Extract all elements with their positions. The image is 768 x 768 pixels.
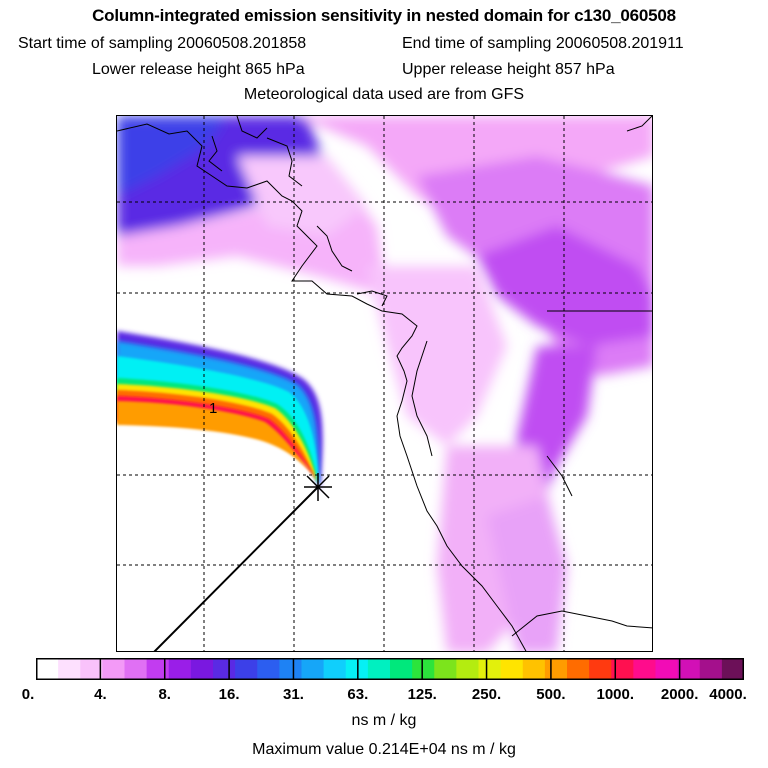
release-point-x-icon: [304, 473, 332, 501]
colorbar-swatch: [434, 658, 457, 680]
upper-release-label: Upper release height 857 hPa: [402, 61, 615, 78]
colorbar-swatch: [58, 658, 81, 680]
colorbar-swatch: [456, 658, 479, 680]
colorbar-swatch: [390, 658, 413, 680]
colorbar-swatch: [235, 658, 258, 680]
colorbar-swatch: [257, 658, 280, 680]
colorbar-swatch: [301, 658, 325, 680]
colorbar: [35, 658, 745, 680]
colorbar-swatch: [500, 658, 524, 680]
colorbar-swatch: [168, 658, 192, 680]
colorbar-swatch: [323, 658, 347, 680]
colorbar-tick-label: 8.: [158, 686, 171, 703]
colorbar-tick-label: 31.: [283, 686, 304, 703]
colorbar-swatch: [345, 658, 369, 680]
colorbar-tick-label: 250.: [471, 686, 502, 703]
colorbar-swatches: [35, 658, 745, 680]
colorbar-swatch: [633, 658, 656, 680]
background-field: [117, 116, 652, 651]
colorbar-units: ns m / kg: [351, 712, 417, 729]
colorbar-swatch: [677, 658, 701, 680]
colorbar-swatch: [80, 658, 103, 680]
colorbar-tick-label: 63.: [347, 686, 369, 703]
colorbar-tick-label: 16.: [218, 686, 240, 703]
colorbar-swatch: [655, 658, 679, 680]
colorbar-swatch: [699, 658, 723, 680]
colorbar-swatch: [367, 658, 391, 680]
lower-release-label: Lower release height 865 hPa: [92, 61, 305, 78]
plume: [117, 331, 323, 491]
plume-label: 1: [209, 400, 217, 417]
colorbar-swatch: [611, 658, 634, 680]
colorbar-tick-label: 500.: [536, 686, 566, 703]
map-canvas: 1: [117, 116, 652, 651]
colorbar-tick-label: 1000.: [596, 686, 635, 703]
start-time-label: Start time of sampling 20060508.201858: [18, 35, 307, 52]
colorbar-swatch: [721, 658, 745, 680]
end-time-label: End time of sampling 20060508.201911: [402, 35, 684, 52]
map-title: Column-integrated emission sensitivity i…: [92, 6, 676, 25]
colorbar-swatch: [544, 658, 568, 680]
colorbar-swatch: [36, 658, 59, 680]
colorbar-swatch: [412, 658, 435, 680]
colorbar-swatch: [102, 658, 125, 680]
flight-track: [153, 486, 319, 651]
colorbar-tick-label: 4.: [94, 686, 107, 703]
colorbar-swatch: [146, 658, 170, 680]
colorbar-swatch: [124, 658, 148, 680]
colorbar-border: [36, 658, 744, 680]
met-data-label: Meteorological data used are from GFS: [243, 86, 525, 103]
colorbar-swatch: [478, 658, 502, 680]
maximum-value-label: Maximum value 0.214E+04 ns m / kg: [252, 741, 516, 758]
colorbar-swatch: [213, 658, 236, 680]
colorbar-swatch: [190, 658, 214, 680]
colorbar-tick-label: 0.: [21, 686, 35, 703]
colorbar-swatch: [567, 658, 590, 680]
sensitivity-map: 1: [116, 115, 653, 652]
colorbar-swatch: [589, 658, 612, 680]
colorbar-tick-label: 2000.: [660, 686, 699, 703]
colorbar-tick-label: 125.: [407, 686, 437, 703]
colorbar-tick-label: 4000.: [709, 686, 747, 703]
colorbar-swatch: [522, 658, 546, 680]
coastlines: [117, 116, 652, 651]
colorbar-swatch: [279, 658, 302, 680]
